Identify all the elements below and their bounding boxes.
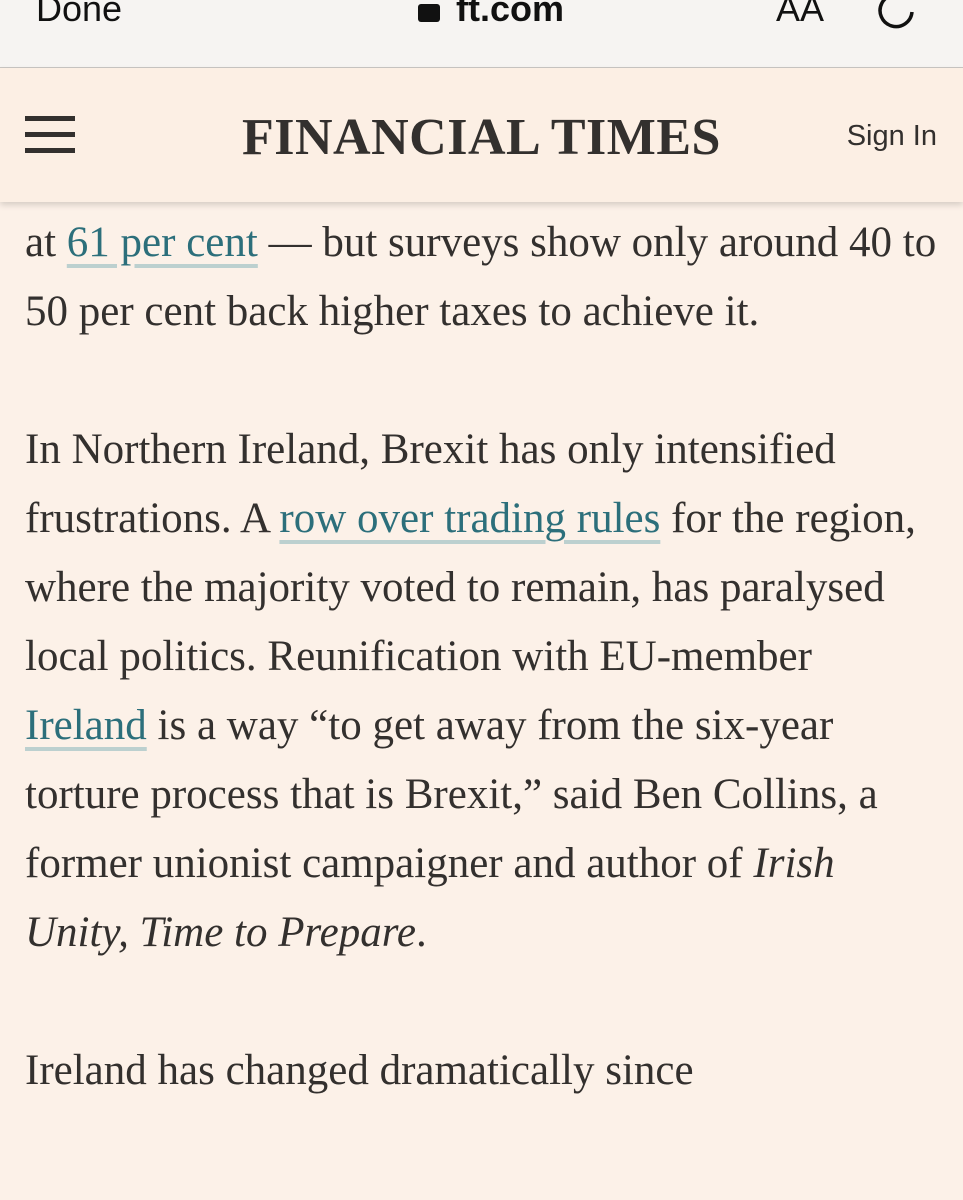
paragraph: In Northern Ireland, Brexit has only int… (25, 415, 940, 967)
text: — but surveys show only around 40 to 50 … (25, 219, 937, 335)
text: for the region, where the majority voted… (25, 495, 916, 680)
reload-icon[interactable] (876, 0, 918, 32)
text: Ireland has changed dramatically since (25, 1047, 694, 1094)
lock-icon (418, 4, 440, 22)
text: . (415, 909, 427, 956)
text: at (25, 219, 67, 266)
text: In Northern Ireland, Brexit has only int… (25, 426, 836, 542)
site-header: FINANCIAL TIMES Sign In (0, 68, 963, 202)
article: at 61 per cent — but surveys show only a… (25, 208, 940, 1174)
book-title: Irish Unity, Time to Prepare (25, 840, 835, 956)
site-title[interactable]: FINANCIAL TIMES (242, 109, 721, 166)
paragraph: at 61 per cent — but surveys show only a… (25, 208, 940, 346)
link[interactable]: row over trading rules (279, 495, 661, 542)
sign-in[interactable]: Sign In (846, 120, 937, 152)
link[interactable]: 61 per cent (66, 219, 258, 266)
paragraph: Ireland has changed dramatically since (25, 1036, 940, 1105)
link[interactable]: Ireland (25, 702, 147, 749)
browser-bar: Done ft.com AA (0, 0, 963, 68)
text: is a way “to get away from the six-year … (25, 702, 878, 887)
done-button[interactable]: Done (36, 0, 123, 29)
reader-button[interactable]: AA (776, 0, 825, 29)
url[interactable]: ft.com (456, 0, 564, 29)
menu-icon[interactable] (25, 116, 75, 154)
